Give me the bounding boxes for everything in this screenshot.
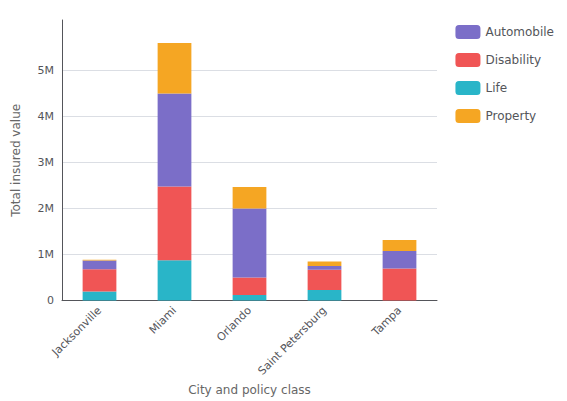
svg-text:City and policy class: City and policy class [188, 383, 311, 397]
svg-text:Tampa: Tampa [369, 304, 404, 339]
svg-text:Automobile: Automobile [485, 25, 554, 39]
svg-text:2M: 2M [38, 202, 55, 215]
svg-text:Miami: Miami [147, 304, 180, 337]
svg-text:5M: 5M [38, 64, 55, 77]
svg-text:Life: Life [485, 81, 507, 95]
svg-text:0: 0 [47, 294, 54, 307]
svg-text:Disability: Disability [485, 53, 541, 67]
svg-text:Orlando: Orlando [214, 304, 254, 344]
svg-text:1M: 1M [38, 248, 55, 261]
svg-text:Property: Property [485, 109, 536, 123]
svg-text:Total insured value: Total insured value [9, 104, 23, 218]
svg-text:Jacksonville: Jacksonville [49, 304, 104, 359]
svg-text:4M: 4M [38, 110, 55, 123]
svg-text:Saint Petersburg: Saint Petersburg [256, 304, 330, 378]
svg-text:3M: 3M [38, 156, 55, 169]
